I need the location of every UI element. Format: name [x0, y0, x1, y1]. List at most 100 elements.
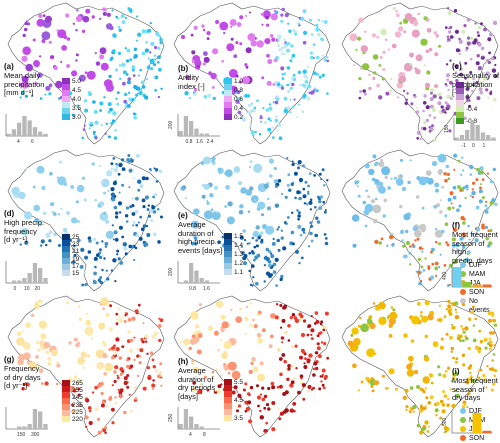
- station-dot: [128, 97, 132, 102]
- station-dot: [445, 26, 448, 29]
- station-dot: [106, 404, 109, 408]
- station-dot: [153, 210, 157, 214]
- station-dot: [281, 7, 285, 12]
- station-dot: [231, 390, 236, 395]
- station-dot: [469, 57, 473, 61]
- station-dot: [269, 158, 273, 162]
- legend-entry: events: [460, 306, 490, 315]
- station-dot: [269, 334, 274, 339]
- station-dot: [124, 214, 129, 218]
- station-dot: [236, 409, 239, 413]
- station-dot: [486, 172, 489, 175]
- station-dot: [102, 11, 107, 16]
- station-dot: [312, 386, 315, 390]
- panel-title-line: events [days]: [178, 245, 223, 255]
- station-dot: [195, 324, 200, 329]
- station-dot: [129, 58, 133, 62]
- histogram-ytick: 150: [444, 124, 450, 133]
- station-dot: [104, 279, 107, 282]
- station-dot: [367, 195, 371, 199]
- station-dot: [445, 241, 448, 244]
- station-dot: [83, 124, 86, 127]
- station-dot: [416, 106, 419, 109]
- station-dot: [419, 409, 423, 413]
- station-dot: [22, 342, 31, 350]
- station-dot: [20, 90, 25, 95]
- station-dot: [146, 233, 151, 237]
- colorbar-segment: [62, 108, 70, 114]
- station-dot: [21, 80, 30, 89]
- station-dot: [353, 338, 361, 346]
- station-dot: [191, 359, 195, 363]
- station-dot: [447, 30, 452, 34]
- station-dot: [294, 196, 297, 200]
- station-dot: [219, 339, 223, 342]
- station-dot: [147, 28, 152, 33]
- station-dot: [99, 101, 104, 106]
- station-dot: [392, 308, 396, 312]
- station-dot: [138, 361, 142, 365]
- station-dot: [95, 61, 101, 66]
- station-dot: [240, 115, 245, 120]
- station-dot: [87, 406, 92, 410]
- histogram-xtick: 4: [17, 139, 20, 145]
- station-dot: [257, 338, 263, 344]
- station-dot: [118, 356, 123, 360]
- station-dot: [464, 326, 469, 331]
- station-dot: [235, 316, 243, 323]
- station-dot: [77, 357, 85, 365]
- station-dot: [51, 55, 55, 59]
- station-dot: [326, 56, 329, 59]
- station-dot: [227, 201, 233, 207]
- station-dot: [152, 195, 156, 199]
- station-dot: [99, 17, 102, 21]
- station-dot: [196, 349, 202, 355]
- station-dot: [484, 210, 489, 214]
- station-dot: [403, 333, 408, 338]
- station-dot: [396, 82, 403, 89]
- histogram-xtick: 0: [472, 143, 475, 149]
- station-dot: [430, 88, 434, 93]
- station-dot: [41, 38, 46, 44]
- station-dot: [374, 352, 377, 355]
- histogram-axis: [177, 407, 220, 430]
- station-dot: [157, 46, 161, 50]
- station-dot: [112, 349, 115, 352]
- station-dot: [38, 299, 43, 304]
- histogram-ytick: 250: [168, 413, 174, 422]
- station-dot: [314, 234, 318, 237]
- station-dot: [391, 43, 397, 49]
- station-dot: [34, 81, 38, 85]
- station-dot: [99, 303, 103, 306]
- station-dot: [435, 402, 440, 406]
- station-dot: [420, 265, 424, 269]
- station-dot: [384, 175, 388, 180]
- station-dot: [467, 346, 472, 351]
- station-dot: [75, 59, 78, 62]
- station-dot: [416, 302, 421, 306]
- station-dot: [56, 363, 61, 368]
- station-dot: [397, 175, 401, 179]
- station-dot: [468, 238, 471, 241]
- station-dot: [269, 119, 272, 122]
- station-dot: [297, 217, 300, 221]
- station-dot: [437, 365, 441, 369]
- panel-title: Most frequent season of dry days: [452, 376, 498, 403]
- station-dot: [96, 417, 101, 421]
- station-dot: [442, 373, 447, 378]
- station-dot: [441, 409, 446, 414]
- station-dot: [66, 211, 71, 215]
- station-dot: [347, 340, 354, 347]
- station-dot: [424, 64, 427, 67]
- station-dot: [371, 389, 375, 393]
- station-dot: [437, 168, 443, 175]
- station-dot: [418, 246, 423, 250]
- station-dot: [202, 28, 206, 32]
- station-dot: [115, 164, 119, 169]
- station-dot: [449, 191, 454, 196]
- station-dot: [281, 52, 284, 56]
- station-dot: [453, 9, 458, 13]
